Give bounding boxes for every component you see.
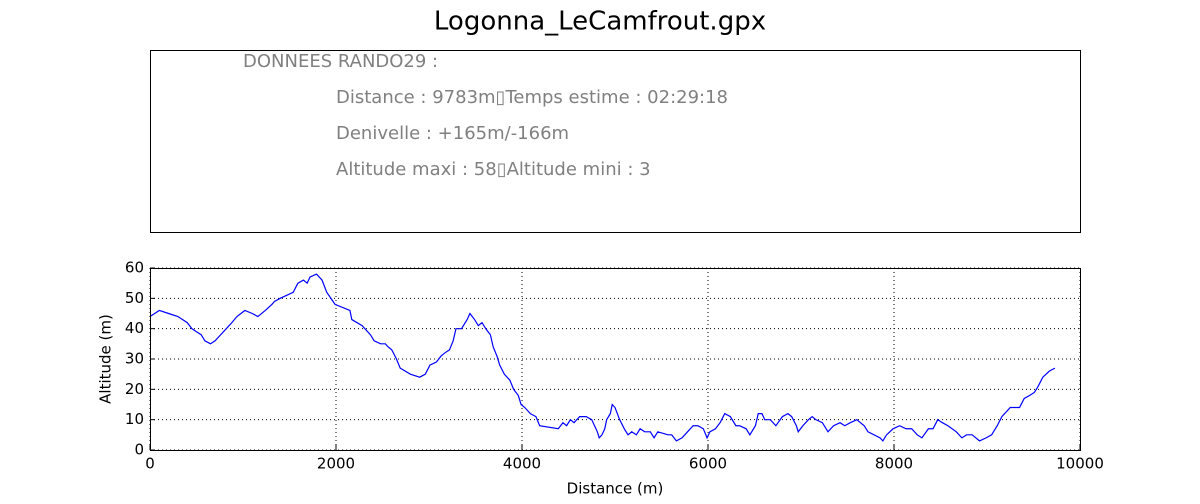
plot-frame	[150, 268, 1081, 451]
info-box	[150, 50, 1081, 233]
y-tick-label: 40	[125, 319, 144, 337]
y-axis-label: Altitude (m)	[97, 314, 115, 404]
x-tick-label: 4000	[503, 455, 541, 473]
x-tick-label: 8000	[875, 455, 913, 473]
info-heading: DONNEES RANDO29 :	[243, 51, 438, 72]
altitude-line	[149, 273, 1056, 442]
x-tick-label: 0	[145, 455, 155, 473]
y-tick-label: 50	[125, 289, 144, 307]
y-tick-label: 20	[125, 380, 144, 398]
info-line: Distance : 9783m▯Temps estime : 02:29:18	[336, 87, 728, 108]
y-tick-label: 10	[125, 410, 144, 428]
y-tick-label: 0	[134, 441, 144, 459]
x-tick-label: 6000	[689, 455, 727, 473]
y-tick-label: 30	[125, 350, 144, 368]
y-tick-label: 60	[125, 259, 144, 277]
x-tick-label: 10000	[1056, 455, 1104, 473]
x-tick-label: 2000	[317, 455, 355, 473]
x-axis-label: Distance (m)	[567, 480, 664, 498]
info-line: Altitude maxi : 58▯Altitude mini : 3	[336, 159, 651, 180]
chart-title: Logonna_LeCamfrout.gpx	[434, 7, 766, 37]
info-line: Denivelle : +165m/-166m	[336, 123, 569, 144]
